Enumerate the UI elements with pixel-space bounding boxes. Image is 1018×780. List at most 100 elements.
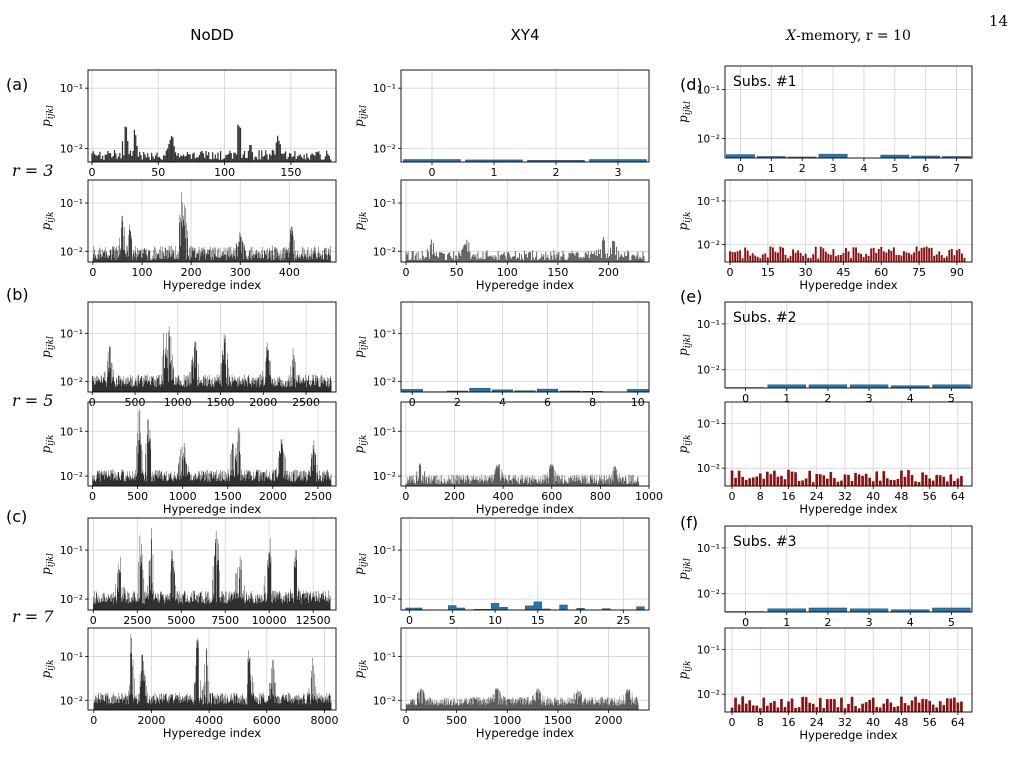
grid: [725, 180, 972, 262]
bar: [741, 476, 744, 486]
x-tick-label: 5: [948, 616, 955, 629]
x-tick-label: 0: [90, 714, 97, 727]
x-tick-label: 6000: [253, 714, 281, 727]
bar: [949, 474, 953, 486]
x-tick-label: 25: [616, 614, 630, 627]
grid: [88, 180, 336, 262]
bar: [924, 474, 928, 486]
x-tick-label: 2: [824, 392, 831, 405]
bar: [868, 699, 871, 712]
bar: [918, 251, 921, 262]
bars: [92, 326, 332, 392]
x-tick-label: 10: [631, 396, 645, 409]
y-axis-label: pijk: [676, 435, 693, 454]
bar: [808, 702, 812, 712]
bar: [900, 255, 903, 262]
axes-frame: [87, 401, 337, 487]
bar: [730, 470, 734, 486]
y-tick-label: 10⁻²: [697, 589, 720, 601]
bar: [818, 153, 848, 158]
bars: [93, 633, 332, 710]
x-tick-label: 1000: [493, 714, 521, 727]
x-tick-label: 24: [810, 716, 824, 729]
panel-d-bottom: 0 15 30 45 60 75 90 10⁻¹ 10⁻² pijk Hyperedge index: [676, 179, 973, 292]
x-tick-label: 500: [127, 490, 148, 503]
bar: [903, 703, 907, 712]
y-tick-label: 10⁻²: [60, 144, 83, 156]
column-header-xy4: XY4: [511, 26, 540, 44]
bar: [854, 706, 857, 712]
x-tick-label: 0: [742, 616, 749, 629]
bar: [945, 256, 948, 262]
panel-a-top: 0 50 100 150 10⁻¹ 10⁻² pijkl: [39, 69, 337, 179]
bar: [755, 705, 759, 712]
bar: [948, 250, 951, 262]
x-tick-label: 1000: [635, 490, 663, 503]
bar: [589, 159, 647, 162]
y-tick-label: 10⁻¹: [60, 198, 83, 210]
x-tick-label: 24: [810, 490, 824, 503]
panel-b-top-xy4: 0 2 4 6 8 10 10⁻¹ 10⁻² pijkl: [352, 301, 650, 409]
bar: [491, 389, 514, 392]
y-axis-label: pijk: [676, 212, 693, 231]
bar: [789, 256, 792, 262]
y-axis-label: pijkl: [39, 105, 56, 127]
bar: [748, 478, 752, 486]
bar: [748, 700, 752, 712]
bar: [734, 252, 737, 262]
bar: [780, 699, 783, 712]
axes-frame: [87, 517, 337, 611]
x-tick-label: 100: [132, 266, 153, 279]
x-tick-label: 0: [406, 614, 413, 627]
bar: [448, 605, 457, 610]
y-axis-label: pijkl: [676, 558, 693, 580]
bar: [896, 478, 900, 486]
y-tick-label: 10⁻²: [697, 133, 720, 145]
x-tick-label: 2000: [259, 490, 287, 503]
panel-label-b: (b): [6, 285, 29, 304]
x-tick-label: 300: [230, 266, 251, 279]
bar: [766, 705, 769, 712]
x-tick-label: 16: [782, 490, 796, 503]
bar: [730, 707, 734, 712]
bar: [734, 697, 737, 712]
bar: [837, 255, 840, 262]
bar: [761, 254, 764, 262]
bar: [774, 251, 777, 262]
y-tick-label: 10⁻¹: [373, 652, 396, 664]
bar: [864, 702, 868, 712]
x-tick-label: 800: [590, 490, 611, 503]
bar: [758, 473, 762, 486]
bar: [729, 251, 731, 262]
dense-bars: [92, 408, 332, 486]
bar: [829, 472, 833, 486]
bar: [814, 246, 817, 262]
x-tick-label: 2500: [292, 396, 320, 409]
bar: [865, 253, 868, 262]
bar: [802, 255, 805, 262]
x-tick-label: 3: [866, 392, 873, 405]
bar: [875, 707, 879, 712]
bar: [815, 474, 819, 486]
bar: [942, 476, 946, 486]
y-tick-label: 10⁻²: [60, 246, 83, 258]
y-tick-label: 10⁻²: [373, 471, 396, 483]
y-tick-label: 10⁻¹: [697, 84, 720, 96]
bar: [756, 256, 759, 262]
x-tick-label: 7500: [211, 614, 239, 627]
bar: [960, 476, 963, 486]
y-tick-label: 10⁻²: [373, 594, 396, 606]
bar: [833, 478, 836, 486]
x-tick-label: 200: [181, 266, 202, 279]
bar: [779, 246, 782, 262]
bar: [751, 477, 755, 486]
bar: [915, 246, 918, 262]
y-tick-label: 10⁻²: [697, 689, 720, 701]
x-tick-label: 0: [729, 716, 736, 729]
x-tick-label: 4000: [195, 714, 223, 727]
bar: [921, 698, 924, 712]
bar: [868, 477, 871, 486]
bar: [794, 707, 797, 712]
bar: [913, 252, 915, 262]
